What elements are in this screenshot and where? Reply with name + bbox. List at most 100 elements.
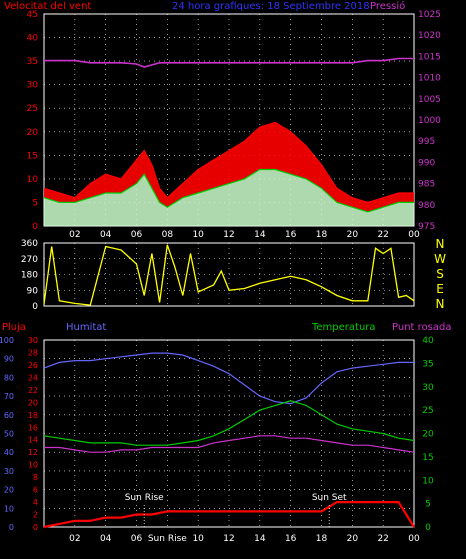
thr-xtick: Sun Rise xyxy=(148,534,187,544)
chart-title: 24 hora grafiques: 18 Septiembre 2018 xyxy=(172,1,370,12)
rain-series xyxy=(43,501,415,529)
rain-ytick: 30 xyxy=(28,336,38,345)
dewpoint-legend: Punt rosada xyxy=(392,322,451,333)
humidity-ytick: 80 xyxy=(4,373,14,382)
thr-xtick: 10 xyxy=(192,534,204,544)
wind-xtick: 08 xyxy=(162,230,174,240)
pressure-ytick: 995 xyxy=(418,137,435,147)
humidity-ytick: 70 xyxy=(4,392,14,401)
rain-ytick: 6 xyxy=(33,486,38,495)
rain-ytick: 10 xyxy=(28,461,38,470)
rain-ytick: 22 xyxy=(28,386,38,395)
humidity-ytick: 90 xyxy=(4,355,14,364)
wind-speed-area xyxy=(44,122,414,212)
pressure-ytick: 990 xyxy=(418,158,435,168)
wind-avg-series xyxy=(43,168,414,213)
rain-ytick: 12 xyxy=(28,448,38,457)
wind-xtick: 04 xyxy=(100,230,112,240)
rain-ytick: 2 xyxy=(33,511,38,520)
direction-series xyxy=(43,244,415,306)
compass-label: W xyxy=(434,252,446,266)
wind-xtick: 06 xyxy=(131,230,143,240)
thr-xtick: 00 xyxy=(408,534,420,544)
humidity-ytick: 60 xyxy=(4,411,14,420)
wind-speed-title: Velocitat del vent xyxy=(4,1,91,12)
pressure-ytick: 980 xyxy=(418,201,435,211)
wind-xtick: 02 xyxy=(69,230,80,240)
humidity-series xyxy=(43,352,414,405)
temp-ytick: 30 xyxy=(422,383,434,393)
wind-ytick: 40 xyxy=(27,34,39,44)
wind-xtick: 18 xyxy=(316,230,328,240)
temperature-legend: Temperatura xyxy=(311,322,376,333)
pressure-ytick: 1010 xyxy=(418,74,441,84)
humidity-ytick: 40 xyxy=(4,448,14,457)
temp-ytick: 35 xyxy=(422,359,433,369)
rain-ytick: 8 xyxy=(33,473,38,482)
humidity-ytick: 20 xyxy=(4,486,14,495)
wind-ytick: 5 xyxy=(32,198,38,208)
wind-xtick: 20 xyxy=(347,230,359,240)
temp-ytick: 15 xyxy=(422,453,433,463)
pressure-ytick: 1000 xyxy=(418,116,441,126)
rain-ytick: 16 xyxy=(28,423,38,432)
wind-ytick: 10 xyxy=(27,175,39,185)
humidity-ytick: 50 xyxy=(4,430,14,439)
rain-ytick: 24 xyxy=(28,373,38,382)
direction-ytick: 270 xyxy=(21,255,38,265)
rain-ytick: 26 xyxy=(28,361,38,370)
temp-ytick: 0 xyxy=(425,523,431,533)
wind-ytick: 30 xyxy=(27,81,39,91)
rain-legend: Pluja xyxy=(2,322,26,333)
wind-ytick: 45 xyxy=(27,10,38,20)
humidity-ytick: 100 xyxy=(0,336,14,345)
wind-ytick: 35 xyxy=(27,57,38,67)
humidity-ytick: 0 xyxy=(9,523,14,532)
thr-xtick: 22 xyxy=(377,534,388,544)
pressure-ytick: 975 xyxy=(418,222,435,232)
pressure-ytick: 985 xyxy=(418,180,435,190)
direction-ytick: 360 xyxy=(21,239,38,249)
pressure-title: Pressió xyxy=(370,0,405,12)
pressure-ytick: 1020 xyxy=(418,31,441,41)
compass-label: S xyxy=(436,267,444,281)
thr-xtick: 16 xyxy=(285,534,297,544)
wind-xtick: 00 xyxy=(408,230,420,240)
pressure-ytick: 1005 xyxy=(418,95,441,105)
wind-xtick: 14 xyxy=(254,230,266,240)
temp-ytick: 40 xyxy=(422,336,434,346)
direction-ytick: 180 xyxy=(21,271,38,281)
wind-xtick: 12 xyxy=(223,230,234,240)
humidity-ytick: 10 xyxy=(4,504,14,513)
rain-ytick: 18 xyxy=(28,411,38,420)
temp-ytick: 25 xyxy=(422,406,433,416)
thr-xtick: 04 xyxy=(100,534,112,544)
thr-xtick: 12 xyxy=(223,534,234,544)
thr-xtick: 20 xyxy=(347,534,359,544)
temperature-series xyxy=(43,400,415,446)
rain-ytick: 4 xyxy=(33,498,38,507)
wind-ytick: 0 xyxy=(32,222,38,232)
pressure-ytick: 1015 xyxy=(418,52,441,62)
thr-xtick: 18 xyxy=(316,534,328,544)
temp-ytick: 5 xyxy=(425,500,431,510)
thr-xtick: 06 xyxy=(131,534,143,544)
wind-xtick: 22 xyxy=(377,230,388,240)
dewpoint-series xyxy=(44,435,415,453)
wind-ytick: 25 xyxy=(27,104,38,114)
thr-xtick: 02 xyxy=(69,534,80,544)
compass-label: N xyxy=(436,297,445,311)
pressure-series xyxy=(44,57,414,68)
wind-ytick: 15 xyxy=(27,151,38,161)
wind-xtick: 10 xyxy=(192,230,204,240)
sun-rise-label: Sun Rise xyxy=(125,493,164,503)
pressure-ytick: 1025 xyxy=(418,10,441,20)
sun-set-label: Sun Set xyxy=(312,493,347,503)
temp-ytick: 10 xyxy=(422,476,434,486)
wind-xtick: 16 xyxy=(285,230,297,240)
rain-ytick: 28 xyxy=(28,348,38,357)
direction-ytick: 0 xyxy=(32,302,38,312)
rain-ytick: 0 xyxy=(33,523,38,532)
